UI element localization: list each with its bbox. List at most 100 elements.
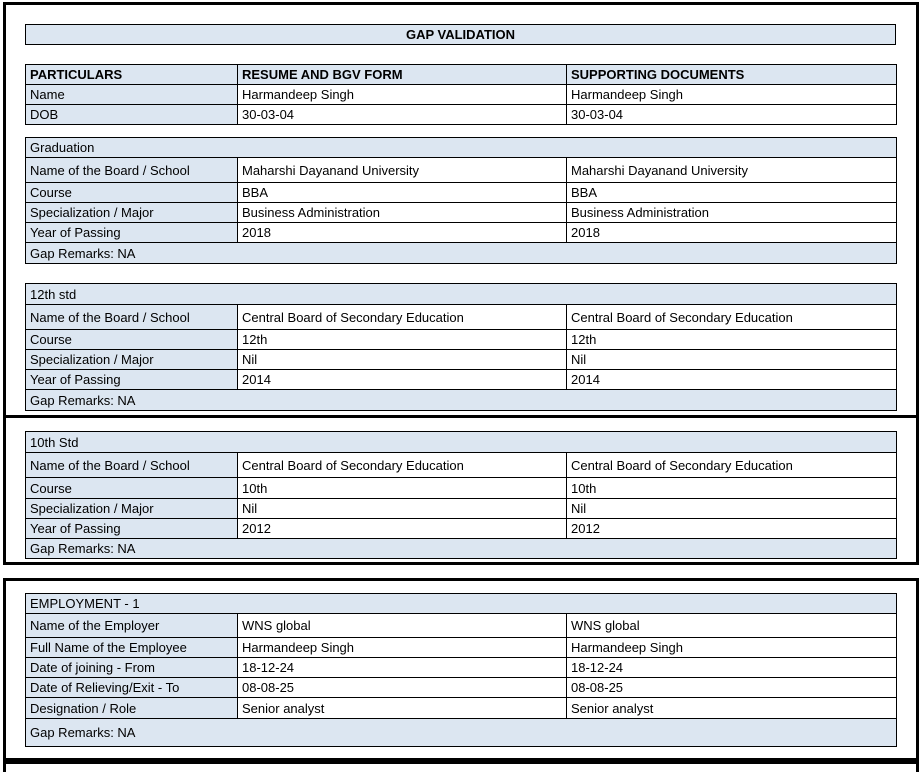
table-row: Course 12th 12th bbox=[25, 329, 897, 350]
column-header-supporting: SUPPORTING DOCUMENTS bbox=[566, 64, 897, 85]
section-title: 10th Std bbox=[24, 431, 898, 453]
resume-value: Harmandeep Singh bbox=[237, 637, 567, 658]
supporting-value: BBA bbox=[565, 182, 898, 203]
supporting-value: Central Board of Secondary Education bbox=[565, 452, 898, 478]
section-header-row: EMPLOYMENT - 1 bbox=[24, 593, 898, 614]
column-header-resume: RESUME AND BGV FORM bbox=[237, 64, 567, 85]
section-title: 12th std bbox=[25, 283, 897, 305]
resume-value: WNS global bbox=[237, 613, 567, 638]
resume-value: 2018 bbox=[237, 222, 567, 243]
table-row: Specialization / Major Nil Nil bbox=[25, 349, 897, 370]
resume-value: 10th bbox=[237, 477, 567, 499]
table-row: Name of the Employer WNS global WNS glob… bbox=[25, 613, 898, 638]
table-row: Course 10th 10th bbox=[25, 477, 898, 499]
row-label: Name of the Employer bbox=[25, 613, 238, 638]
frame-top-section: GAP VALIDATION PARTICULARS RESUME AND BG… bbox=[3, 2, 919, 418]
supporting-value: Central Board of Secondary Education bbox=[566, 304, 897, 330]
supporting-value: Harmandeep Singh bbox=[565, 637, 898, 658]
gap-remarks-row: Gap Remarks: NA bbox=[24, 538, 898, 559]
supporting-value: Nil bbox=[565, 498, 898, 519]
row-label: Specialization / Major bbox=[25, 498, 238, 519]
table-row: Year of Passing 2018 2018 bbox=[25, 222, 898, 243]
row-label: DOB bbox=[25, 104, 238, 125]
table-row: Name of the Board / School Central Board… bbox=[25, 452, 898, 478]
table-row: Designation / Role Senior analyst Senior… bbox=[25, 697, 898, 719]
resume-value: 18-12-24 bbox=[237, 657, 567, 678]
supporting-value: 2014 bbox=[566, 369, 897, 390]
resume-value: Maharshi Dayanand University bbox=[237, 157, 567, 183]
supporting-value: 08-08-25 bbox=[565, 677, 898, 698]
supporting-value: Business Administration bbox=[565, 202, 898, 223]
supporting-value: Nil bbox=[566, 349, 897, 370]
supporting-value: WNS global bbox=[565, 613, 898, 638]
supporting-value: Maharshi Dayanand University bbox=[565, 157, 898, 183]
gap-remarks-row: Gap Remarks: NA bbox=[24, 718, 898, 747]
twelfth-std-table: 12th std Name of the Board / School Cent… bbox=[25, 283, 897, 411]
resume-value: Central Board of Secondary Education bbox=[237, 452, 567, 478]
column-header-particulars: PARTICULARS bbox=[25, 64, 238, 85]
table-row: Date of Relieving/Exit - To 08-08-25 08-… bbox=[25, 677, 898, 698]
section-title: EMPLOYMENT - 1 bbox=[24, 593, 898, 614]
supporting-value: 30-03-04 bbox=[566, 104, 897, 125]
resume-value: 2014 bbox=[237, 369, 567, 390]
supporting-value: Senior analyst bbox=[565, 697, 898, 719]
resume-value: Central Board of Secondary Education bbox=[237, 304, 567, 330]
row-label: Name bbox=[25, 84, 238, 105]
gap-remarks-row: Gap Remarks: NA bbox=[24, 242, 898, 264]
table-row: Specialization / Major Nil Nil bbox=[25, 498, 898, 519]
table-row: Course BBA BBA bbox=[25, 182, 898, 203]
resume-value: Nil bbox=[237, 498, 567, 519]
table-row: Year of Passing 2012 2012 bbox=[25, 518, 898, 539]
employment-1-table: EMPLOYMENT - 1 Name of the Employer WNS … bbox=[24, 593, 898, 747]
table-row: Name of the Board / School Central Board… bbox=[25, 304, 897, 330]
supporting-value: 18-12-24 bbox=[565, 657, 898, 678]
table-header-row: PARTICULARS RESUME AND BGV FORM SUPPORTI… bbox=[25, 64, 897, 85]
row-label: Name of the Board / School bbox=[25, 157, 238, 183]
resume-value: BBA bbox=[237, 182, 567, 203]
supporting-value: Harmandeep Singh bbox=[566, 84, 897, 105]
gap-remarks: Gap Remarks: NA bbox=[24, 718, 898, 747]
supporting-value: 12th bbox=[566, 329, 897, 350]
row-label: Full Name of the Employee bbox=[25, 637, 238, 658]
row-label: Name of the Board / School bbox=[25, 452, 238, 478]
row-label: Date of joining - From bbox=[25, 657, 238, 678]
resume-value: Senior analyst bbox=[237, 697, 567, 719]
resume-value: 2012 bbox=[237, 518, 567, 539]
tenth-std-table: 10th Std Name of the Board / School Cent… bbox=[24, 431, 898, 559]
supporting-value: 2018 bbox=[565, 222, 898, 243]
resume-value: 08-08-25 bbox=[237, 677, 567, 698]
section-header-row: 10th Std bbox=[24, 431, 898, 453]
row-label: Designation / Role bbox=[25, 697, 238, 719]
frame-next-partial bbox=[3, 761, 919, 772]
section-title: Graduation bbox=[24, 137, 898, 158]
row-label: Course bbox=[25, 182, 238, 203]
table-row: Specialization / Major Business Administ… bbox=[25, 202, 898, 223]
resume-value: Business Administration bbox=[237, 202, 567, 223]
frame-tenth-section: 10th Std Name of the Board / School Cent… bbox=[3, 415, 919, 565]
graduation-table: Graduation Name of the Board / School Ma… bbox=[24, 137, 898, 264]
row-label: Course bbox=[25, 477, 238, 499]
gap-remarks: Gap Remarks: NA bbox=[24, 538, 898, 559]
resume-value: 30-03-04 bbox=[237, 104, 567, 125]
resume-value: 12th bbox=[237, 329, 567, 350]
frame-employment-section: EMPLOYMENT - 1 Name of the Employer WNS … bbox=[3, 578, 919, 761]
section-header-row: Graduation bbox=[24, 137, 898, 158]
supporting-value: 10th bbox=[565, 477, 898, 499]
table-row: Year of Passing 2014 2014 bbox=[25, 369, 897, 390]
table-row: Name of the Board / School Maharshi Daya… bbox=[25, 157, 898, 183]
resume-value: Harmandeep Singh bbox=[237, 84, 567, 105]
resume-value: Nil bbox=[237, 349, 567, 370]
table-row: Name Harmandeep Singh Harmandeep Singh bbox=[25, 84, 897, 105]
gap-remarks: Gap Remarks: NA bbox=[24, 242, 898, 264]
row-label: Specialization / Major bbox=[25, 202, 238, 223]
row-label: Year of Passing bbox=[25, 222, 238, 243]
row-label: Year of Passing bbox=[25, 518, 238, 539]
section-header-row: 12th std bbox=[25, 283, 897, 305]
row-label: Name of the Board / School bbox=[25, 304, 238, 330]
particulars-table: PARTICULARS RESUME AND BGV FORM SUPPORTI… bbox=[25, 64, 897, 125]
table-row: Date of joining - From 18-12-24 18-12-24 bbox=[25, 657, 898, 678]
row-label: Year of Passing bbox=[25, 369, 238, 390]
row-label: Specialization / Major bbox=[25, 349, 238, 370]
table-row: DOB 30-03-04 30-03-04 bbox=[25, 104, 897, 125]
